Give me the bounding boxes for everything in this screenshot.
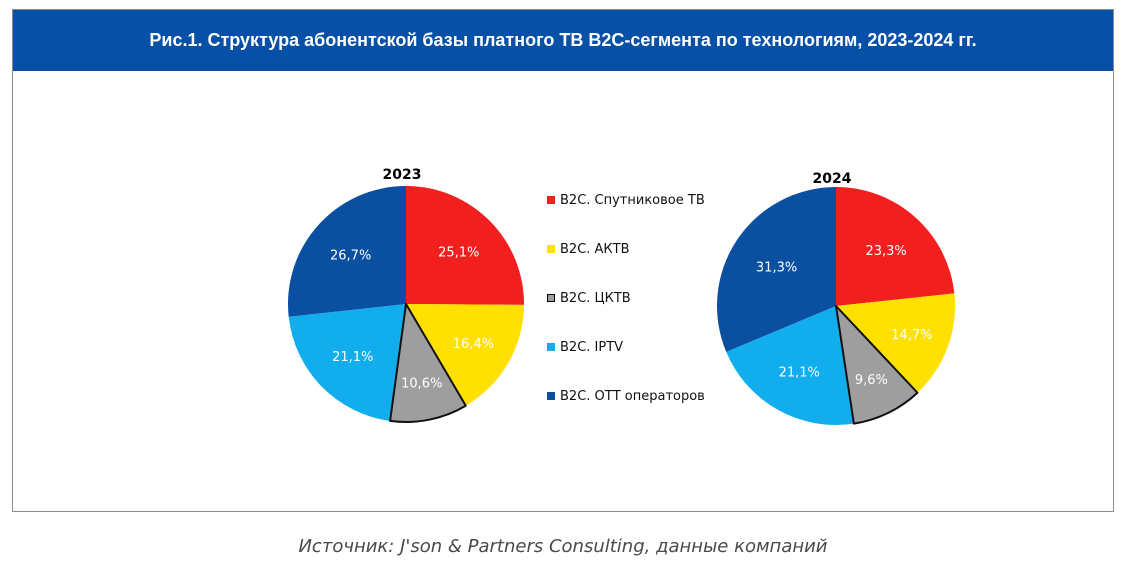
legend-label-aktv: B2C. АКТВ <box>560 241 630 257</box>
slice-label-2024-cktv: 9,6% <box>855 373 888 388</box>
slice-label-2024-ott: 31,3% <box>756 260 797 275</box>
legend-swatch-satellite <box>547 196 555 204</box>
slice-label-2023-satellite: 25,1% <box>438 246 479 261</box>
legend-label-ott: B2C. ОТТ операторов <box>560 388 705 404</box>
pie-slice-2024-cktv <box>835 305 919 425</box>
pie-slice-2024-iptv <box>726 306 854 426</box>
slice-label-2023-aktv: 16,4% <box>453 337 494 352</box>
legend-item-aktv: B2C. АКТВ <box>547 241 630 257</box>
legend-item-satellite: B2C. Спутниковое ТВ <box>547 192 705 208</box>
legend-swatch-cktv <box>547 294 555 302</box>
pie-2024: 23,3% 14,7% 9,6% 21,1% 31,3% 2024 <box>716 171 955 426</box>
pie-title-2024: 2024 <box>813 171 852 187</box>
legend-label-cktv: B2C. ЦКТВ <box>560 290 631 306</box>
legend-swatch-iptv <box>547 343 555 351</box>
source-note: Источник: J'son & Partners Consulting, д… <box>298 536 828 557</box>
pie-slice-2023-ott <box>287 186 406 317</box>
legend-item-cktv: B2C. ЦКТВ <box>547 290 631 306</box>
pie-2023: 25,1% 16,4% 10,6% 21,1% 26,7% 2023 <box>287 167 524 423</box>
legend-label-satellite: B2C. Спутниковое ТВ <box>560 192 705 208</box>
legend-swatch-aktv <box>547 245 555 253</box>
pie-title-2023: 2023 <box>383 167 422 183</box>
pie-slice-2023-cktv <box>389 303 467 423</box>
legend-item-ott: B2C. ОТТ операторов <box>547 388 705 404</box>
pie-slice-2023-aktv <box>406 304 524 406</box>
figure-title: Рис.1. Структура абонентской базы платно… <box>13 10 1113 71</box>
slice-label-2023-iptv: 21,1% <box>332 350 373 365</box>
pie-slice-2023-satellite <box>406 186 524 305</box>
legend-item-iptv: B2C. IPTV <box>547 339 623 355</box>
pie-slice-2024-satellite <box>836 187 955 306</box>
slice-label-2023-cktv: 10,6% <box>401 377 442 392</box>
slice-label-2023-ott: 26,7% <box>330 248 371 263</box>
slice-label-2024-iptv: 21,1% <box>779 365 820 380</box>
legend-swatch-ott <box>547 392 555 400</box>
pie-slice-2023-iptv <box>288 304 406 421</box>
slice-label-2024-aktv: 14,7% <box>891 328 932 343</box>
pie-slice-2024-ott <box>716 187 836 352</box>
slice-label-2024-satellite: 23,3% <box>865 244 906 259</box>
pie-slice-2024-aktv <box>836 293 955 393</box>
legend-label-iptv: B2C. IPTV <box>560 339 624 355</box>
